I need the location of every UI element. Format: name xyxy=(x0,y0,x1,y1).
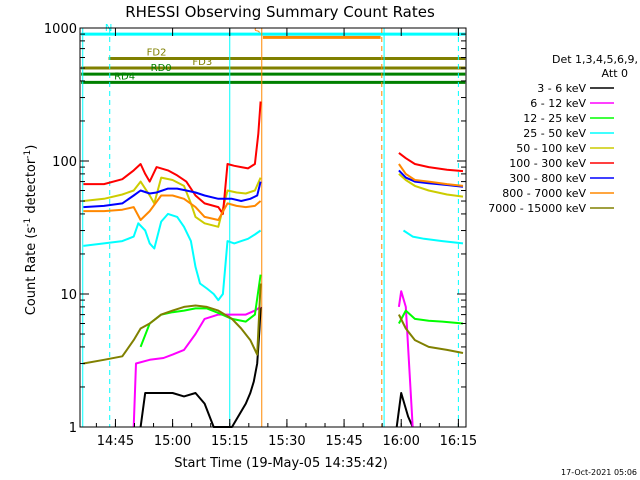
legend-label-2: 12 - 25 keV xyxy=(523,112,586,125)
y-axis-label-part3: ) xyxy=(24,145,39,150)
y-axis-label-sup2: -1 xyxy=(23,150,33,159)
x-tick-label-2: 15:15 xyxy=(211,434,248,449)
series-line-3 xyxy=(83,212,464,302)
series-line-8 xyxy=(83,283,464,365)
series-line-5 xyxy=(83,101,464,215)
x-axis-label: Start Time (19-May-05 14:35:42) xyxy=(174,456,388,471)
legend-label-4: 50 - 100 keV xyxy=(516,142,586,155)
flag-label-rd4: RD4 xyxy=(114,71,135,82)
x-tick-label-4: 15:45 xyxy=(325,434,362,449)
flag-label-s: S xyxy=(254,26,260,37)
x-tick-label-5: 16:00 xyxy=(382,434,419,449)
legend-label-8: 7000 - 15000 keV xyxy=(488,202,586,215)
y-tick-label-3: 1000 xyxy=(44,22,77,37)
legend-label-7: 800 - 7000 keV xyxy=(502,187,586,200)
y-tick-label-0: 1 xyxy=(69,421,77,436)
x-tick-label-3: 15:30 xyxy=(268,434,305,449)
y-axis-label: Count Rate (s-1 detector-1) xyxy=(23,145,39,316)
x-tick-label-1: 15:00 xyxy=(154,434,191,449)
y-axis-label-part2: detector xyxy=(24,158,39,218)
x-axis-ticks: 14:45 15:00 15:15 15:30 15:45 16:00 16:15 xyxy=(95,28,477,449)
legend: Det 1,3,4,5,6,9, Att 0 3 - 6 keV 6 - 12 k… xyxy=(488,53,638,215)
event-lines xyxy=(82,28,459,427)
legend-label-5: 100 - 300 keV xyxy=(509,157,586,170)
y-axis-label-part1: Count Rate (s xyxy=(24,227,39,316)
legend-label-0: 3 - 6 keV xyxy=(537,82,586,95)
flag-label-fd3: FD3 xyxy=(192,57,212,68)
flag-label-rd0: RD0 xyxy=(151,63,172,74)
legend-entries: 3 - 6 keV 6 - 12 keV 12 - 25 keV 25 - 50 ke… xyxy=(488,82,614,215)
flag-label-n: N xyxy=(105,23,112,34)
chart-title: RHESSI Observing Summary Count Rates xyxy=(125,3,435,21)
legend-label-3: 25 - 50 keV xyxy=(523,127,586,140)
observing-flags: S FD2 FD3 RD0 RD4 N xyxy=(81,23,466,84)
x-tick-label-6: 16:15 xyxy=(440,434,477,449)
plot-frame xyxy=(79,27,467,428)
legend-header-detectors: Det 1,3,4,5,6,9, xyxy=(552,53,638,66)
series-line-0 xyxy=(139,306,414,428)
x-tick-label-0: 14:45 xyxy=(97,434,134,449)
y-axis-ticks: 1 10 100 1000 xyxy=(44,22,466,436)
legend-label-6: 300 - 800 keV xyxy=(509,172,586,185)
y-tick-label-1: 10 xyxy=(60,288,77,303)
legend-label-1: 6 - 12 keV xyxy=(530,97,586,110)
series-line-1 xyxy=(132,290,414,428)
y-axis-label-sup1: -1 xyxy=(23,218,33,227)
footer-date: 17-Oct-2021 05:06 xyxy=(561,468,637,477)
series-line-7 xyxy=(83,163,464,221)
series-line-4 xyxy=(83,173,464,228)
legend-header-attenuator: Att 0 xyxy=(602,67,628,80)
y-tick-label-2: 100 xyxy=(52,155,77,170)
flag-label-fd2: FD2 xyxy=(147,47,167,58)
series-lines xyxy=(83,101,464,428)
